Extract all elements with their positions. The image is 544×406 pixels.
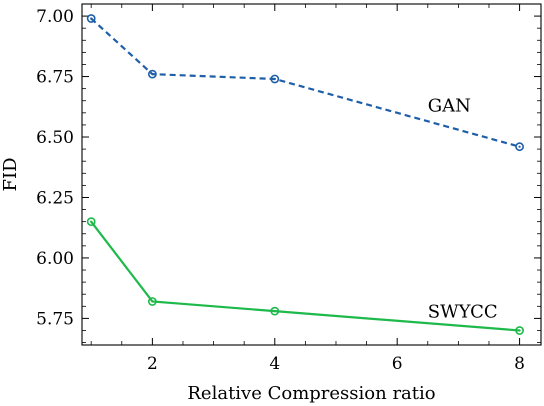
swycc-point-dot xyxy=(518,329,521,332)
x-tick-label: 4 xyxy=(269,354,280,374)
gan-series-label: GAN xyxy=(428,96,471,117)
swycc-point xyxy=(270,306,280,316)
series-layer: GAN SWYCC xyxy=(86,14,524,335)
y-tick-label: 7.00 xyxy=(36,7,74,27)
x-tick-label: 8 xyxy=(514,354,525,374)
gan-point-dot xyxy=(151,73,154,76)
x-axis-ticks: 2 4 6 8 xyxy=(90,4,525,374)
x-tick-label: 6 xyxy=(392,354,403,374)
gan-point xyxy=(270,74,280,84)
gan-series-line xyxy=(90,17,520,148)
swycc-point xyxy=(147,297,157,306)
y-axis-title: FID xyxy=(0,157,21,191)
plot-border xyxy=(81,3,542,346)
y-axis-ticks: 5.75 6.00 6.25 6.50 6.75 7.00 xyxy=(36,3,541,343)
gan-point-dot xyxy=(90,17,93,20)
swycc-point xyxy=(515,326,524,335)
gan-point-dot xyxy=(273,77,276,81)
swycc-point-dot xyxy=(273,310,276,313)
swycc-point-dot xyxy=(151,300,154,303)
y-tick-label: 6.00 xyxy=(36,249,74,269)
swycc-series-line xyxy=(90,220,520,332)
gan-point xyxy=(515,142,524,152)
y-tick-label: 5.75 xyxy=(36,309,74,329)
gan-point xyxy=(86,14,96,23)
gan-point-dot xyxy=(518,145,521,148)
y-tick-label: 6.50 xyxy=(36,128,74,148)
y-tick-label: 6.25 xyxy=(36,188,74,208)
swycc-series-label: SWYCC xyxy=(428,301,498,322)
swycc-point-dot xyxy=(90,220,93,223)
x-tick-label: 2 xyxy=(147,354,158,374)
swycc-point xyxy=(86,217,96,227)
x-axis-title: Relative Compression ratio xyxy=(187,383,435,404)
plot-frame xyxy=(81,3,542,346)
y-tick-label: 6.75 xyxy=(36,68,74,88)
gan-point xyxy=(147,69,157,79)
